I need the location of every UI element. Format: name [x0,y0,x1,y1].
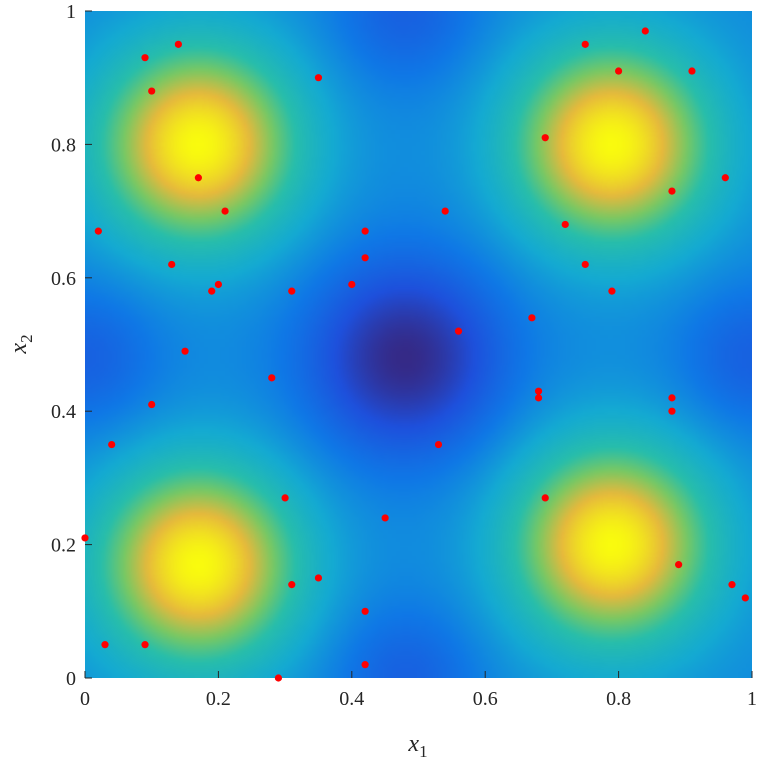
data-point [641,27,649,35]
y-tick-label: 0.6 [51,268,76,290]
data-point [174,40,182,48]
data-point [534,394,543,402]
data-point [214,280,222,289]
y-axis-label: x2 [6,334,36,354]
data-point [274,674,283,682]
data-point [441,207,449,215]
data-point [314,574,323,582]
x-axis-label-sub: 1 [419,742,428,761]
data-point [268,374,276,382]
data-point [668,407,676,415]
x-tick-label: 0 [80,688,90,710]
data-point [434,440,443,449]
data-point [668,187,676,195]
data-point [181,347,189,355]
y-tick-label: 0.8 [51,134,76,156]
data-point [581,260,589,269]
data-point [608,287,616,295]
x-axis-label-base: x [407,731,419,757]
data-point [348,280,356,289]
data-point [741,594,749,602]
x-tick-label: 1 [747,688,757,710]
data-point [728,581,736,589]
data-point [721,174,729,182]
heatmap-surface [85,11,752,678]
data-point [668,394,676,402]
y-tick-label: 0.2 [51,535,76,557]
data-point [288,581,296,589]
data-point [101,641,109,649]
x-tick-label: 0.4 [339,688,364,710]
x-tick-label: 0.2 [206,688,231,710]
y-axis-label-sub: 2 [17,334,36,343]
data-point [141,54,149,62]
data-point [581,40,589,48]
x-tick-label: 0.8 [606,688,631,710]
y-axis-label-base: x [6,343,32,355]
data-point [148,400,156,409]
data-point [381,514,389,522]
data-point [541,494,549,502]
data-point [534,387,543,395]
heatmap-image [85,11,752,678]
data-point [361,227,369,235]
data-point [314,74,323,82]
data-point [561,220,569,229]
x-axis-ticks: 0 0.2 0.4 0.6 0.8 1 [80,671,757,710]
data-point [541,134,549,142]
data-point [141,641,149,649]
data-point [94,227,102,235]
x-axis-label: x1 [407,731,427,761]
data-point [361,661,369,669]
y-tick-label: 0.4 [51,401,76,423]
data-point [675,561,683,569]
data-point [168,260,176,269]
data-point [454,327,463,335]
data-point [194,174,202,182]
data-point [615,67,623,75]
data-point [108,440,116,449]
y-axis-ticks: 0 0.2 0.4 0.6 0.8 1 [51,1,92,690]
data-point [361,607,369,615]
data-point [361,254,369,262]
y-tick-label: 1 [66,1,76,23]
data-point [148,87,156,95]
sample-points [81,27,749,682]
data-point [688,67,696,75]
x-tick-label: 0.6 [473,688,498,710]
data-point [208,287,216,295]
data-point [81,534,89,542]
data-point [528,314,536,322]
y-tick-label: 0 [66,668,76,690]
data-point [221,207,229,215]
data-point [288,287,296,295]
data-point [281,494,289,502]
